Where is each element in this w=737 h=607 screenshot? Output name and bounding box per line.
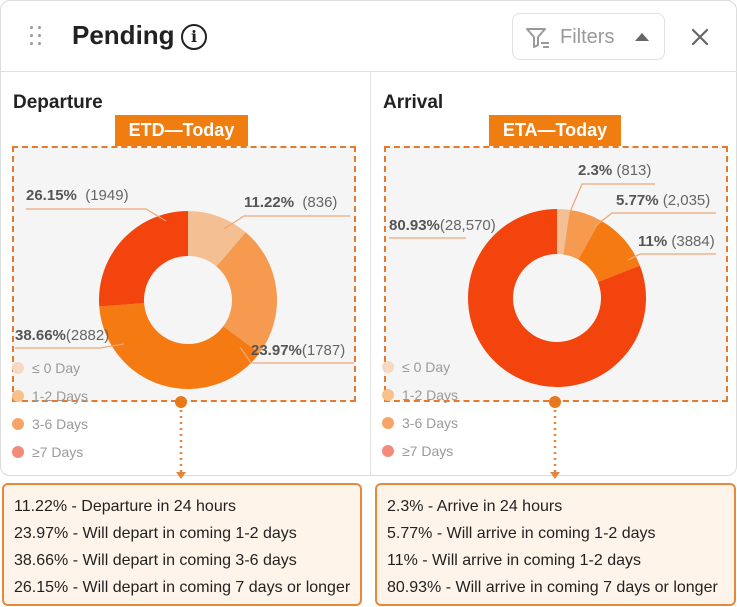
page-title: Pending (72, 20, 175, 50)
drag-handle-icon[interactable] (28, 24, 44, 50)
legend-item-7plus[interactable]: ≥7 Days (12, 438, 88, 466)
close-icon[interactable] (690, 27, 710, 47)
departure-pct-0day: 11.22% (244, 194, 295, 211)
column-divider (370, 72, 371, 475)
arrival-leader-0day (569, 183, 655, 213)
arrival-count-3to6: (3884) (671, 233, 715, 250)
legend-label: 3-6 Days (402, 415, 459, 431)
departure-label-1to2: 23.97%(1787) (251, 342, 345, 359)
departure-legend: ≤ 0 Day 1-2 Days 3-6 Days ≥7 Days (12, 354, 88, 466)
etd-tag: ETD—Today (115, 115, 248, 146)
departure-pct-7plus: 26.15% (26, 187, 77, 204)
legend-label: ≥7 Days (32, 444, 84, 460)
arrival-label-7plus: 80.93%(28,570) (389, 217, 496, 234)
arrival-callout-dot (549, 396, 561, 408)
arrival-donut-slice-2 (578, 220, 640, 282)
arrival-notes: 2.3% - Arrive in 24 hours 5.77% - Will a… (375, 483, 736, 606)
legend-label: 1-2 Days (32, 388, 89, 404)
note-line: 38.66% - Will depart in coming 3-6 days (14, 552, 297, 569)
departure-callout-arrow (176, 472, 186, 479)
departure-donut-slice-2 (99, 303, 260, 389)
arrival-pct-7plus: 80.93% (389, 217, 440, 234)
legend-label: ≥7 Days (402, 443, 454, 459)
arrival-leader-3to6 (627, 253, 716, 261)
filters-label: Filters (560, 26, 615, 48)
departure-leader-1to2 (239, 346, 354, 364)
legend-dot (12, 446, 24, 458)
arrival-donut-slice-3 (468, 209, 647, 387)
legend-dot (382, 361, 394, 373)
departure-label-3to6: 38.66%(2882) (15, 327, 109, 344)
departure-donut-slice-1 (216, 232, 277, 354)
legend-dot (382, 445, 394, 457)
departure-label-7plus: 26.15% (1949) (26, 187, 129, 204)
note-line: 80.93% - Will arrive in coming 7 days or… (387, 579, 718, 596)
departure-callout-dot (175, 396, 187, 408)
departure-leader-0day (223, 215, 350, 230)
caret-up-icon (635, 33, 649, 41)
legend-label: ≤ 0 Day (402, 359, 451, 375)
arrival-callout-arrow (550, 472, 560, 479)
legend-dot (12, 362, 24, 374)
filters-button[interactable]: Filters (512, 13, 665, 60)
departure-notes: 11.22% - Departure in 24 hours 23.97% - … (2, 483, 362, 606)
arrival-label-0day: 2.3% (813) (578, 162, 651, 179)
departure-chart-area (12, 146, 356, 402)
arrival-count-7plus: (28,570) (439, 217, 496, 234)
departure-count-7plus: (1949) (85, 187, 129, 204)
legend-dot (382, 389, 394, 401)
filter-icon (526, 28, 549, 48)
arrival-pct-3to6: 11% (638, 233, 668, 250)
legend-item-7plus[interactable]: ≥7 Days (382, 437, 458, 465)
arrival-donut-slice-0 (557, 209, 570, 255)
departure-pct-3to6: 38.66% (15, 327, 66, 344)
legend-item-3to6[interactable]: 3-6 Days (382, 409, 458, 437)
legend-label: ≤ 0 Day (32, 360, 81, 376)
departure-label-0day: 11.22% (836) (244, 194, 337, 211)
departure-leader-7plus (26, 208, 167, 222)
departure-title: Departure (13, 92, 103, 113)
arrival-title: Arrival (383, 92, 444, 113)
departure-pct-1to2: 23.97% (251, 342, 302, 359)
info-icon[interactable]: i (181, 24, 207, 50)
note-line: 11.22% - Departure in 24 hours (14, 498, 237, 515)
note-line: 5.77% - Will arrive in coming 1-2 days (387, 525, 656, 542)
legend-label: 3-6 Days (32, 416, 89, 432)
departure-count-0day: (836) (302, 194, 338, 211)
legend-label: 1-2 Days (402, 387, 459, 403)
arrival-pct-0day: 2.3% (578, 162, 613, 179)
note-line: 26.15% - Will depart in coming 7 days or… (14, 579, 351, 596)
legend-item-0day[interactable]: ≤ 0 Day (12, 354, 88, 382)
legend-dot (12, 390, 24, 402)
legend-item-0day[interactable]: ≤ 0 Day (382, 353, 458, 381)
legend-dot (12, 418, 24, 430)
legend-item-1to2[interactable]: 1-2 Days (12, 382, 88, 410)
legend-dot (382, 417, 394, 429)
arrival-count-1to2: (2,035) (662, 192, 711, 209)
arrival-donut-slice-1 (563, 209, 601, 260)
departure-count-1to2: (1787) (301, 342, 346, 359)
note-line: 23.97% - Will depart in coming 1-2 days (14, 525, 297, 542)
arrival-label-3to6: 11% (3884) (638, 233, 715, 250)
departure-donut-slice-3 (98, 210, 188, 307)
arrival-pct-1to2: 5.77% (616, 192, 659, 209)
legend-item-1to2[interactable]: 1-2 Days (382, 381, 458, 409)
departure-leader-3to6 (15, 343, 125, 349)
arrival-leader-1to2 (593, 212, 716, 228)
legend-item-3to6[interactable]: 3-6 Days (12, 410, 88, 438)
eta-tag: ETA—Today (489, 115, 621, 146)
departure-count-3to6: (2882) (65, 327, 110, 344)
note-line: 2.3% - Arrive in 24 hours (387, 498, 563, 515)
arrival-label-1to2: 5.77% (2,035) (616, 192, 710, 209)
note-line: 11% - Will arrive in coming 1-2 days (387, 552, 642, 569)
arrival-count-0day: (813) (616, 162, 652, 179)
panel-header: Pending i Filters (0, 0, 737, 72)
arrival-legend: ≤ 0 Day 1-2 Days 3-6 Days ≥7 Days (382, 353, 458, 465)
